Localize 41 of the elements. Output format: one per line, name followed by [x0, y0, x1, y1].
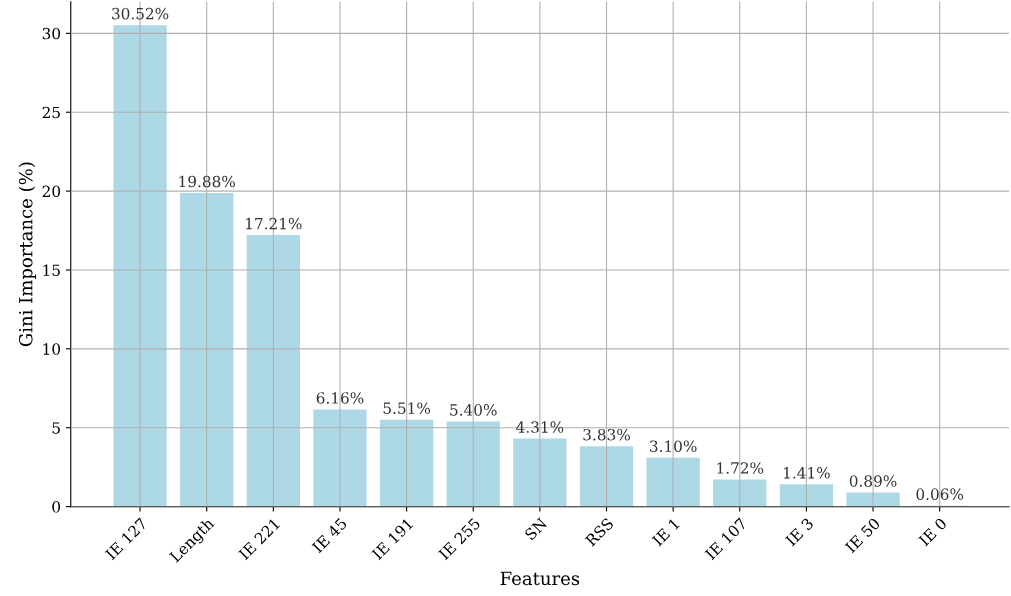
data-label: 19.88%: [179, 175, 235, 188]
y-tick-label: 10: [43, 343, 61, 355]
data-label: 1.72%: [717, 462, 764, 474]
x-tick-label: IE 45: [311, 517, 348, 554]
data-label: 0.89%: [849, 475, 897, 487]
bar: [379, 419, 434, 507]
bar: [113, 25, 167, 507]
data-label: 5.51%: [383, 402, 431, 414]
bar: [246, 235, 300, 507]
data-label: 3.10%: [650, 440, 697, 452]
bar: [513, 438, 567, 507]
x-tick-label: IE 0: [918, 517, 948, 547]
data-label: 30.52%: [112, 7, 169, 20]
y-axis-title: Gini Importance (%): [18, 162, 37, 347]
data-label: 3.83%: [583, 428, 630, 441]
x-tick-label: IE 50: [844, 517, 881, 554]
y-tick-label: 20: [42, 185, 61, 198]
data-label: 5.40%: [450, 404, 497, 416]
y-tick-label: 5: [52, 422, 60, 434]
data-label: 6.16%: [316, 392, 364, 404]
data-label: 1.41%: [784, 467, 830, 479]
y-tick-label: 0: [52, 501, 61, 513]
y-tick-label: 15: [43, 264, 60, 276]
bar: [180, 192, 234, 507]
bar: [313, 409, 367, 507]
bar: [779, 484, 834, 507]
x-tick-label: SN: [524, 516, 548, 541]
x-tick-label: IE 191: [371, 518, 414, 561]
bar: [646, 457, 700, 507]
bar: [579, 446, 634, 507]
bar: [713, 479, 767, 507]
data-label: 17.21%: [246, 217, 302, 230]
x-tick-label: IE 3: [784, 517, 814, 547]
bar: [446, 421, 500, 507]
data-label: 4.31%: [516, 421, 564, 433]
data-label: 0.06%: [916, 488, 964, 500]
x-axis-title: Features: [500, 571, 580, 586]
x-tick-label: IE 1: [651, 518, 680, 547]
y-tick-label: 30: [42, 27, 61, 40]
bar: [846, 492, 900, 507]
y-tick-label: 25: [42, 106, 60, 119]
